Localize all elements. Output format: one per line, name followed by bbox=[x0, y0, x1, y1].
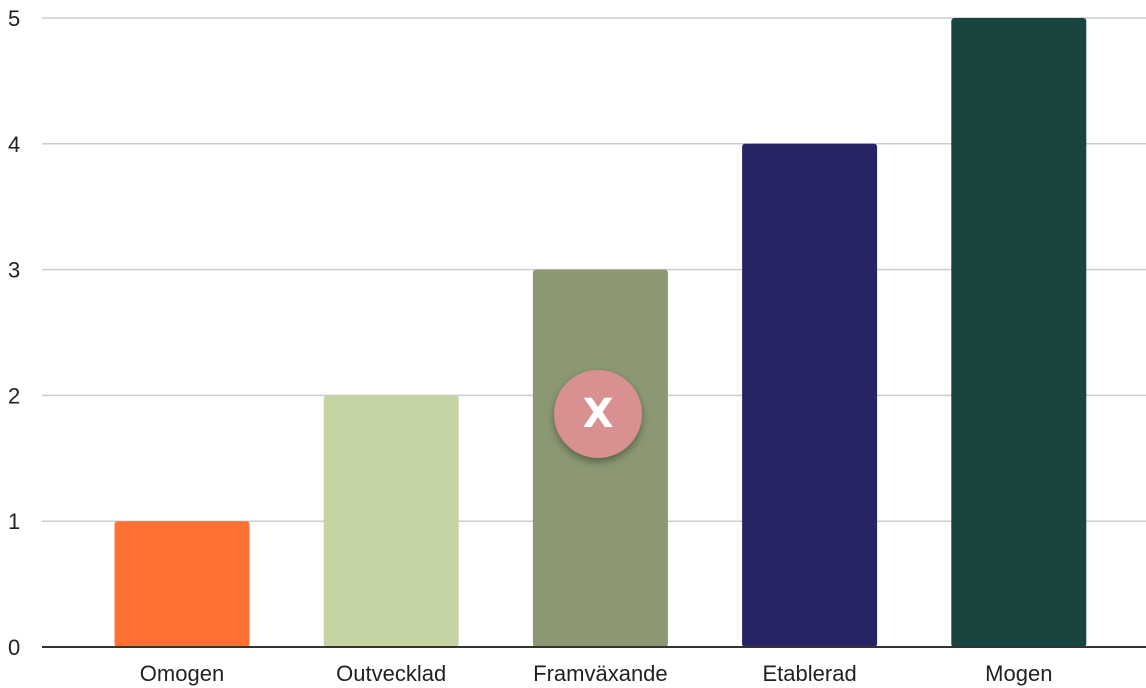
y-axis-ticks: 0 1 2 3 4 5 bbox=[8, 6, 20, 660]
x-tick-label: Etablerad bbox=[763, 661, 857, 686]
bar-omogen bbox=[114, 521, 250, 647]
y-tick-label: 2 bbox=[8, 383, 20, 408]
y-tick-label: 5 bbox=[8, 6, 20, 31]
x-tick-label: Mogen bbox=[985, 661, 1052, 686]
y-tick-label: 0 bbox=[8, 635, 20, 660]
x-tick-label: Outvecklad bbox=[336, 661, 446, 686]
y-tick-label: 3 bbox=[8, 258, 20, 283]
bar-mogen bbox=[951, 18, 1087, 647]
bar-etablerad bbox=[742, 143, 878, 648]
y-tick-label: 1 bbox=[8, 509, 20, 534]
x-tick-label: Omogen bbox=[140, 661, 224, 686]
bars bbox=[114, 18, 1087, 648]
x-axis-labels: Omogen Outvecklad Framväxande Etablerad Moge… bbox=[140, 661, 1053, 686]
x-marker-badge[interactable]: X bbox=[554, 370, 642, 458]
bar-outvecklad bbox=[323, 395, 459, 647]
bar-framväxande bbox=[532, 269, 668, 647]
x-tick-label: Framväxande bbox=[533, 661, 668, 686]
y-tick-label: 4 bbox=[8, 132, 20, 157]
